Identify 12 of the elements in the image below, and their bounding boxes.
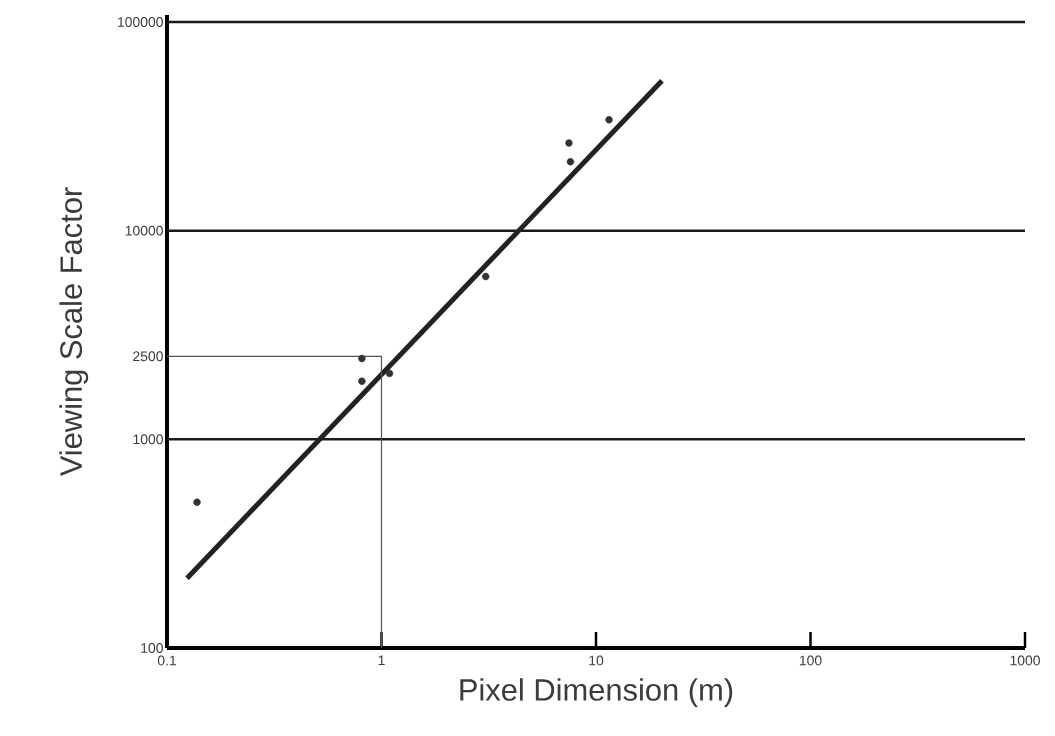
y-tick-label: 2500 [133,351,163,362]
y-tick-label: 100000 [118,17,163,27]
x-tick-label: 1 [378,655,385,666]
x-tick-label: 0.1 [157,655,177,666]
y-tick-label: 100 [141,643,163,653]
x-tick-label: 10 [589,655,604,666]
y-tick-label: 10000 [125,225,163,236]
x-tick-label: 1000 [1010,655,1040,666]
x-tick-label: 100 [799,655,822,666]
y-tick-label: 1000 [133,434,163,445]
y-axis-title: Viewing Scale Factor [59,187,89,477]
x-axis-title: Pixel Dimension (m) [460,678,733,707]
